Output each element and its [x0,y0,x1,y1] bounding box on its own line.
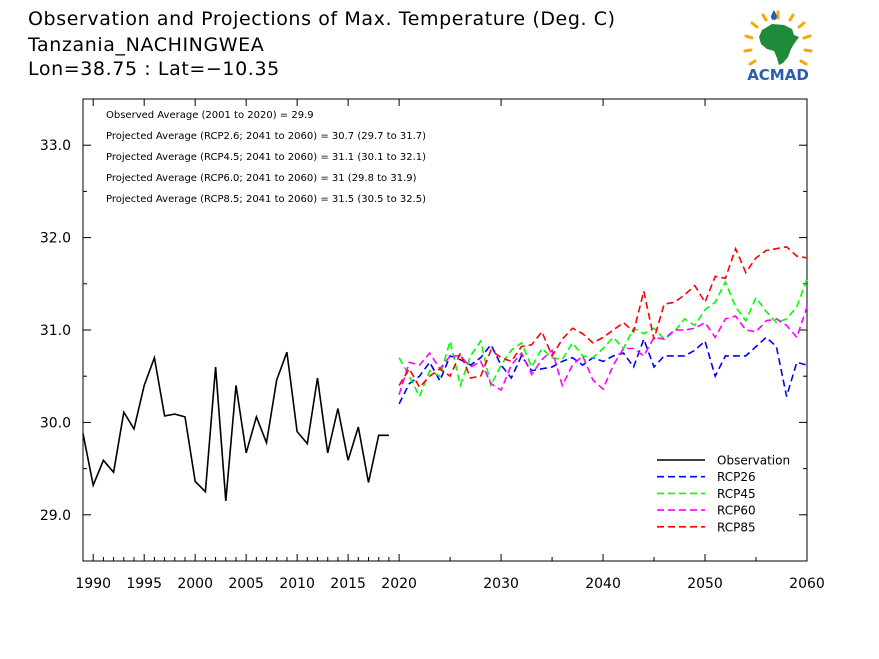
chart-title: Observation and Projections of Max. Temp… [28,8,616,30]
y-tick-label: 32.0 [40,231,71,247]
raindrop-icon [771,10,777,20]
x-tick-label: 1995 [126,576,162,592]
y-tick-label: 31.0 [40,323,71,339]
x-tick-label: 2015 [330,576,366,592]
average-annotation: Projected Average (RCP8.5; 2041 to 2060)… [106,194,426,205]
x-tick-label: 2010 [279,576,315,592]
legend-label-rcp26: RCP26 [717,470,756,484]
y-tick-label: 29.0 [40,508,71,524]
logo-text: ACMAD [747,66,809,84]
x-tick-label: 2005 [228,576,264,592]
average-annotation: Projected Average (RCP6.0; 2041 to 2060)… [106,173,417,184]
series-line-rcp45 [398,278,808,399]
legend-label-rcp45: RCP45 [717,487,756,501]
africa-map-icon [759,24,799,65]
plot-frame [82,98,808,562]
y-tick-label: 33.0 [40,138,71,154]
x-tick-label: 2060 [789,576,825,592]
legend-label-rcp85: RCP85 [717,520,756,534]
y-tick-label: 30.0 [40,415,71,431]
average-annotation: Observed Average (2001 to 2020) = 29.9 [106,110,314,121]
series-line-rcp26 [398,336,808,405]
sun-rays-icon [743,10,813,66]
legend-label-observation: Observation [717,454,790,468]
legend-label-rcp60: RCP60 [717,504,756,518]
x-tick-label: 2050 [687,576,723,592]
station-name: Tanzania_NACHINGWEA [28,34,265,56]
x-tick-label: 2030 [483,576,519,592]
series-line-rcp85 [398,245,808,389]
x-tick-label: 2000 [177,576,213,592]
x-tick-label: 2040 [585,576,621,592]
series-line-rcp60 [398,306,808,395]
average-annotation: Projected Average (RCP4.5; 2041 to 2060)… [106,152,426,163]
x-tick-label: 1990 [75,576,111,592]
x-tick-label: 2020 [381,576,417,592]
coordinates-readout: Lon=38.75 : Lat=−10.35 [28,58,280,80]
series-line-observation [82,351,389,501]
acmad-logo: ACMAD [743,10,813,84]
average-annotation: Projected Average (RCP2.6; 2041 to 2060)… [106,131,426,142]
